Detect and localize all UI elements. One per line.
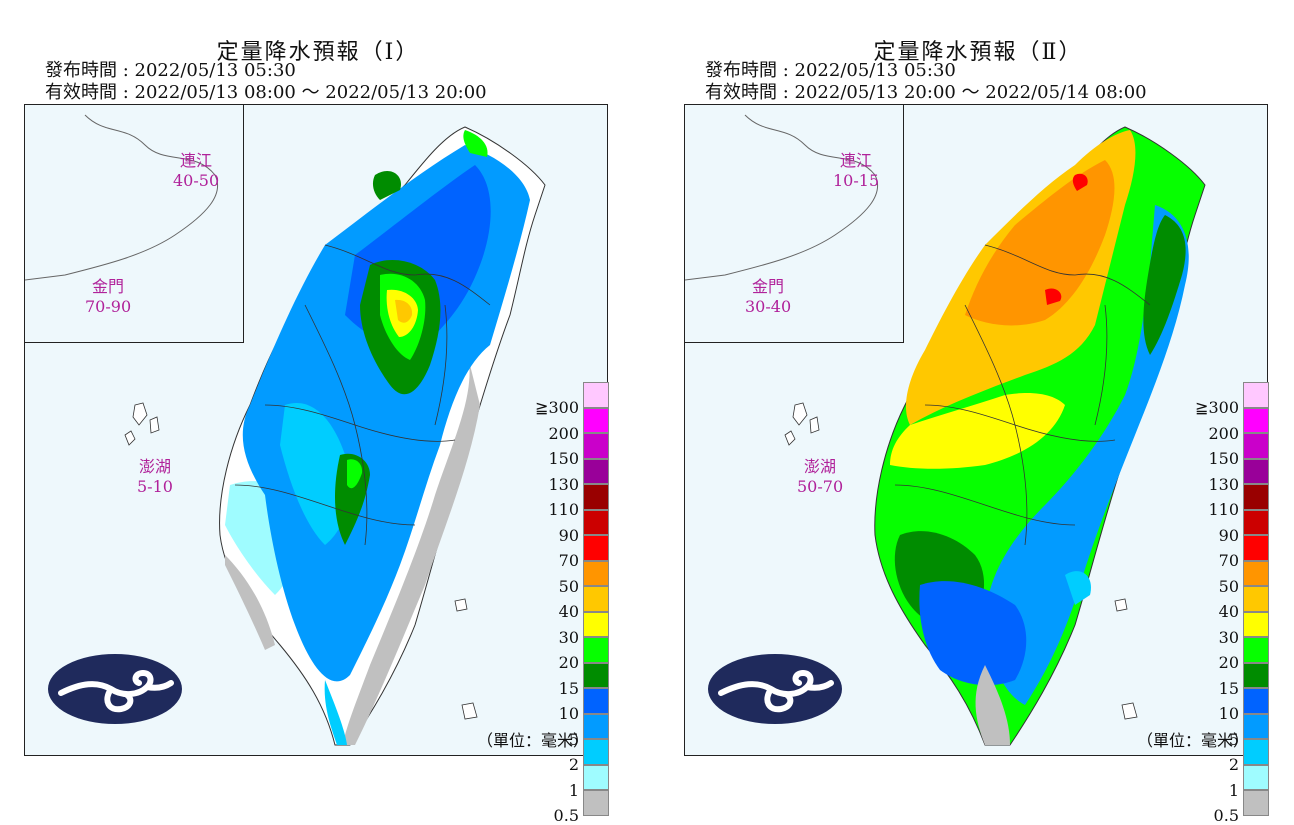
legend-swatch [583,586,609,612]
offshore-islands-inset [685,105,904,343]
legend-swatch [1243,560,1269,586]
legend-tick: 2 [1228,755,1239,774]
legend-swatch [1243,637,1269,663]
legend-tick: 150 [1208,449,1239,468]
region-label-matsu: 連江 10-15 [833,151,880,190]
legend-tick: 40 [558,602,579,621]
legend-tick: 90 [1218,526,1239,545]
legend-tick: 20 [1218,653,1239,672]
legend-tick: 30 [1218,628,1239,647]
legend-swatch [1243,458,1269,484]
legend-swatch [1243,382,1269,408]
offshore-islands-inset [25,105,244,343]
legend-tick: 0.5 [553,806,579,825]
legend-swatch [1243,407,1269,433]
panel-title: 定量降水預報（Ⅰ） [216,40,420,65]
legend-tick: 10 [558,704,579,723]
legend-swatch [583,458,609,484]
legend-swatch [1243,433,1269,459]
issue-time: 發布時間 : 2022/05/13 05:30 [705,60,956,81]
unit-label: （單位：毫米） [1137,731,1250,750]
legend-swatch [583,382,609,408]
legend-swatch [583,637,609,663]
legend-tick: 40 [1218,602,1239,621]
qpf-panel-1: 定量降水預報（Ⅰ） 發布時間 : 2022/05/13 05:30 有效時間 :… [0,0,636,824]
legend-tick: ≧300 [1195,398,1239,417]
legend-tick: 50 [1218,577,1239,596]
legend-swatch [583,611,609,637]
legend-tick: 5 [568,730,579,749]
legend-swatch [583,764,609,790]
rainfall-map: 連江 10-15 金門 30-40 澎湖 50-70 [684,104,1269,824]
region-label-penghu: 澎湖 50-70 [797,457,844,496]
legend-swatch [583,433,609,459]
legend-tick: 200 [548,424,579,443]
legend-swatch [583,407,609,433]
region-label-kinmen: 金門 30-40 [745,277,792,316]
legend-swatch [1243,509,1269,535]
legend-tick: 110 [1208,500,1239,519]
legend-tick: 30 [558,628,579,647]
taiwan-map [685,114,1206,746]
valid-time: 有效時間 : 2022/05/13 08:00 ～ 2022/05/13 20:… [45,82,487,103]
legend-swatch [1243,739,1269,765]
legend-swatch [583,739,609,765]
legend-tick: 200 [1208,424,1239,443]
legend-swatch [583,688,609,714]
legend-tick: 70 [1218,551,1239,570]
legend-swatch [1243,713,1269,739]
region-label-penghu: 澎湖 5-10 [137,457,173,496]
legend-swatch [1243,790,1269,816]
legend-tick: 130 [1208,475,1239,494]
legend-swatch [1243,662,1269,688]
legend-tick: 90 [558,526,579,545]
legend-swatch [583,484,609,510]
legend-swatch [1243,764,1269,790]
region-label-kinmen: 金門 70-90 [85,277,132,316]
legend-tick: 15 [1218,679,1239,698]
legend-swatch [1243,484,1269,510]
legend-tick: 5 [1228,730,1239,749]
legend-swatch [1243,611,1269,637]
legend-tick: 130 [548,475,579,494]
legend-tick: 1 [1228,781,1239,800]
legend-swatch [583,509,609,535]
legend-tick: 15 [558,679,579,698]
legend-tick: 10 [1218,704,1239,723]
panel-title: 定量降水預報（Ⅱ） [873,40,1083,65]
legend-tick: 1 [568,781,579,800]
cwb-logo [48,654,182,724]
legend-tick: 150 [548,449,579,468]
legend-tick: ≧300 [535,398,579,417]
legend-swatch [583,790,609,816]
unit-label: （單位：毫米） [477,731,590,750]
legend-swatch [583,713,609,739]
region-label-matsu: 連江 40-50 [173,151,220,190]
legend-tick: 110 [548,500,579,519]
rainfall-map: 連江 40-50 金門 70-90 澎湖 5-10 [24,104,609,824]
legend-tick: 20 [558,653,579,672]
legend-swatch [583,662,609,688]
issue-time: 發布時間 : 2022/05/13 05:30 [45,60,296,81]
legend-tick: 0.5 [1213,806,1239,825]
cwb-logo [708,654,842,724]
taiwan-map [25,114,546,746]
legend-swatch [1243,586,1269,612]
legend-swatch [1243,688,1269,714]
qpf-panel-2: 定量降水預報（Ⅱ） 發布時間 : 2022/05/13 05:30 有效時間 :… [660,0,1294,824]
legend-swatch [583,535,609,561]
valid-time: 有效時間 : 2022/05/13 20:00 ～ 2022/05/14 08:… [705,82,1147,103]
legend-tick: 50 [558,577,579,596]
legend-swatch [583,560,609,586]
legend-tick: 2 [568,755,579,774]
legend-tick: 70 [558,551,579,570]
legend-swatch [1243,535,1269,561]
